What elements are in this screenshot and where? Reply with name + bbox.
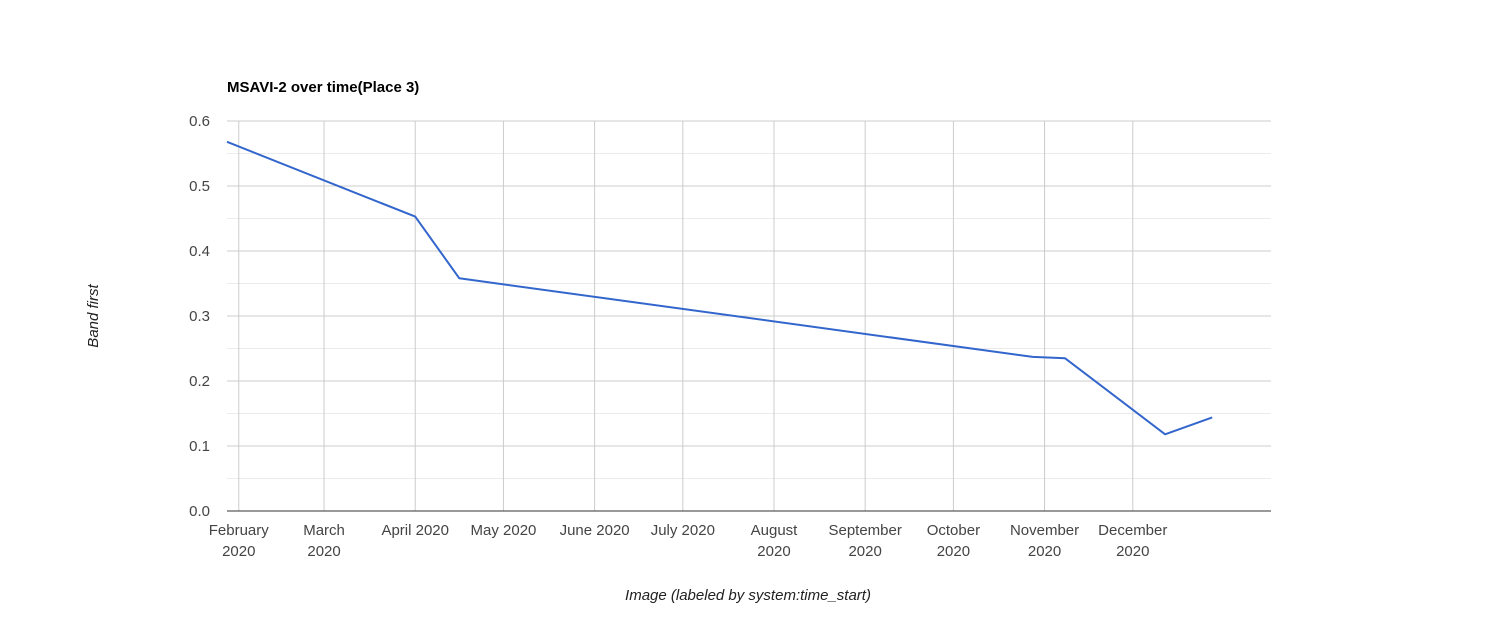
- x-tick-label: June 2020: [560, 522, 630, 539]
- x-tick-label: September 2020: [828, 522, 901, 560]
- x-tick-label: March 2020: [303, 522, 345, 560]
- y-tick-label: 0.5: [189, 178, 210, 195]
- x-axis-title: Image (labeled by system:time_start): [625, 587, 871, 604]
- x-tick-label: August 2020: [751, 522, 799, 560]
- y-tick-label: 0.3: [189, 308, 210, 325]
- x-tick-labels: February 2020 March 2020 April 2020 May 2020 J…: [209, 522, 1168, 560]
- major-gridlines: [227, 120, 1271, 447]
- y-tick-label: 0.2: [189, 373, 210, 390]
- chart-title: MSAVI-2 over time(Place 3): [227, 79, 419, 96]
- x-tick-label: October 2020: [927, 522, 980, 560]
- y-tick-label: 0.0: [189, 503, 210, 520]
- series-line: [226, 140, 1213, 436]
- y-tick-label: 0.4: [189, 243, 210, 260]
- x-tick-label: July 2020: [651, 522, 715, 539]
- y-axis-title: Band first: [85, 283, 102, 347]
- x-tick-label: May 2020: [471, 522, 537, 539]
- x-tick-label: February 2020: [209, 522, 270, 560]
- series-layer: [226, 140, 1213, 436]
- y-tick-label: 0.1: [189, 438, 210, 455]
- minor-gridlines: [227, 153, 1271, 479]
- x-tick-label: December 2020: [1098, 522, 1167, 560]
- x-gridlines: [238, 121, 1134, 511]
- y-tick-labels: 0.0 0.1 0.2 0.3 0.4 0.5 0.6: [189, 113, 210, 520]
- x-tick-label: November 2020: [1010, 522, 1079, 560]
- y-tick-label: 0.6: [189, 113, 210, 130]
- x-tick-label: April 2020: [381, 522, 449, 539]
